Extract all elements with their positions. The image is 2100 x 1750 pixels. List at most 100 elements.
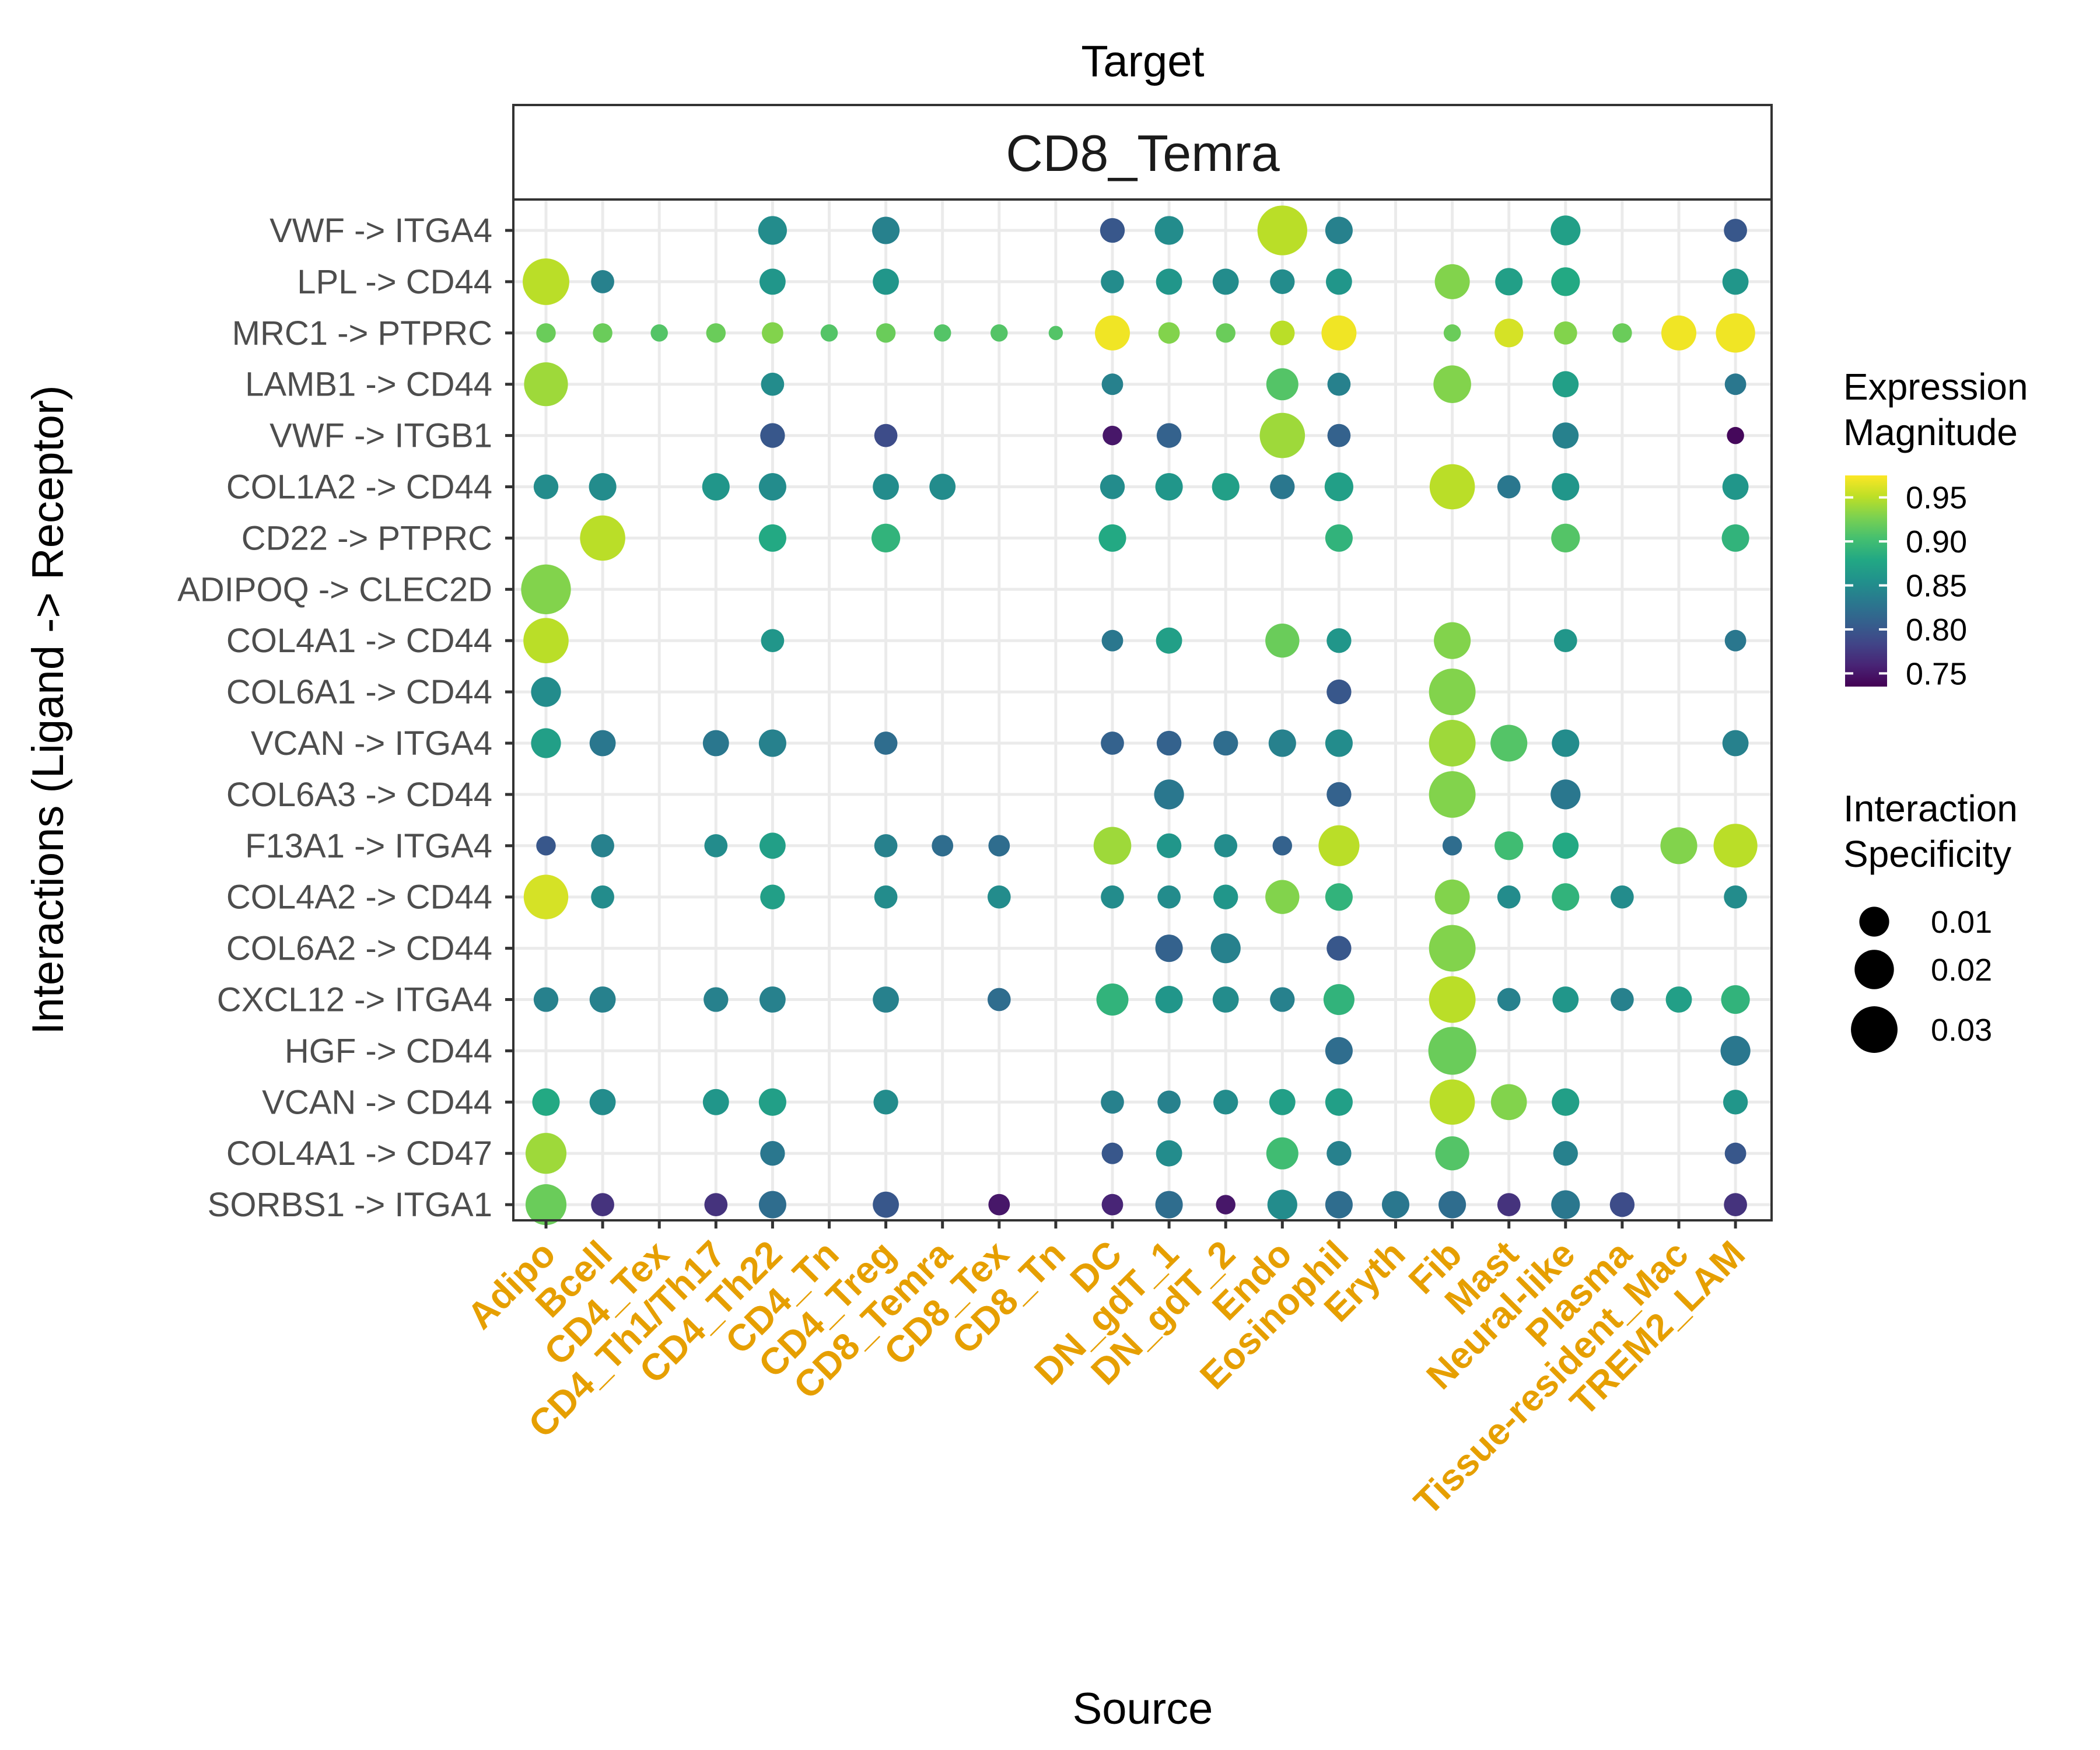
- data-point: [1318, 825, 1360, 866]
- data-point: [1326, 782, 1352, 807]
- data-point: [1213, 884, 1238, 909]
- data-point: [1213, 730, 1238, 756]
- data-point: [1259, 412, 1306, 459]
- data-point: [1269, 1088, 1296, 1115]
- data-point: [872, 216, 900, 244]
- data-point: [1552, 883, 1580, 911]
- data-point: [1156, 423, 1182, 448]
- data-point: [523, 618, 569, 663]
- data-point: [1102, 425, 1122, 446]
- data-point: [1433, 365, 1471, 403]
- data-point: [876, 323, 896, 343]
- data-point: [1550, 215, 1581, 246]
- data-point: [589, 986, 616, 1013]
- colorbar-tick-label: 0.75: [1906, 656, 1967, 691]
- size-legend: Interaction Specificity 0.01 0.02 0.03: [1843, 788, 2018, 1053]
- data-point: [1270, 320, 1295, 345]
- data-point: [589, 473, 617, 501]
- y-tick-label: LAMB1 -> CD44: [245, 366, 492, 404]
- data-point: [1490, 1084, 1527, 1121]
- data-point: [1428, 1027, 1476, 1075]
- data-point: [1609, 1192, 1635, 1217]
- data-point: [1101, 270, 1124, 293]
- data-point: [1268, 729, 1296, 757]
- data-point: [1156, 1140, 1182, 1167]
- data-point: [1438, 1191, 1466, 1219]
- data-point: [762, 322, 783, 344]
- data-point: [1611, 885, 1634, 909]
- size-legend-dot: [1859, 907, 1889, 937]
- data-point: [706, 323, 726, 343]
- facet-label: CD8_Temra: [1006, 124, 1280, 182]
- facet-strip: [512, 104, 1773, 201]
- data-point: [1552, 473, 1580, 501]
- data-point: [1724, 885, 1747, 909]
- data-point: [1098, 524, 1126, 552]
- data-point: [1720, 1035, 1751, 1066]
- data-point: [1434, 264, 1470, 299]
- data-point: [523, 258, 569, 305]
- y-tick-label: COL1A2 -> CD44: [226, 468, 492, 506]
- data-point: [1101, 373, 1124, 396]
- data-point: [932, 835, 954, 857]
- data-point: [1724, 373, 1746, 396]
- data-point: [1429, 668, 1476, 716]
- data-point: [761, 372, 785, 396]
- data-point: [1660, 827, 1698, 864]
- data-point: [1323, 984, 1354, 1016]
- data-point: [536, 323, 556, 343]
- data-point: [1100, 474, 1125, 499]
- data-point: [702, 730, 729, 757]
- data-point: [758, 1191, 786, 1219]
- data-point: [1495, 268, 1523, 296]
- data-point: [1429, 464, 1475, 510]
- grid-lines: [513, 200, 1772, 1220]
- data-point: [1156, 730, 1182, 756]
- data-point: [874, 732, 898, 755]
- data-point: [1210, 933, 1241, 964]
- data-point: [933, 324, 951, 342]
- data-point: [591, 1193, 614, 1216]
- data-point: [1212, 268, 1239, 295]
- data-point: [702, 1088, 729, 1115]
- data-point: [1212, 986, 1239, 1013]
- color-legend: Expression Magnitude 0.95 0.90 0.85 0.80 0.7…: [1843, 366, 2028, 691]
- data-point: [589, 1088, 616, 1115]
- data-point: [521, 564, 571, 614]
- data-point: [1327, 372, 1351, 396]
- data-point: [1213, 1090, 1238, 1115]
- data-point: [1724, 629, 1746, 652]
- colorbar-tick-label: 0.95: [1906, 481, 1967, 516]
- data-point: [987, 885, 1011, 909]
- data-point: [1551, 267, 1580, 296]
- data-point: [1716, 313, 1755, 353]
- plot-panel: [512, 198, 1773, 1222]
- y-tick-label: F13A1 -> ITGA4: [245, 827, 492, 865]
- data-point: [1096, 984, 1129, 1016]
- data-point: [758, 524, 786, 552]
- data-point: [760, 884, 785, 909]
- y-tick-label: HGF -> CD44: [285, 1032, 492, 1070]
- data-point: [1724, 1142, 1746, 1164]
- data-point: [1434, 879, 1470, 915]
- colorbar-tick-label: 0.90: [1906, 524, 1967, 559]
- data-point: [591, 270, 614, 293]
- data-point: [1434, 622, 1471, 659]
- data-point: [1157, 885, 1181, 909]
- data-point: [1326, 679, 1352, 705]
- data-point: [704, 834, 728, 858]
- y-tick-label: COL4A1 -> CD44: [226, 622, 492, 660]
- data-point: [1156, 833, 1182, 858]
- data-point: [1497, 475, 1521, 499]
- data-point: [1093, 827, 1132, 865]
- data-point: [1551, 1190, 1580, 1219]
- data-point: [1553, 321, 1577, 345]
- size-legend-label: 0.02: [1931, 953, 1992, 988]
- data-point: [758, 473, 786, 501]
- data-point: [873, 474, 899, 500]
- data-point: [929, 474, 956, 500]
- data-point: [1721, 524, 1749, 552]
- data-point: [1724, 219, 1747, 242]
- data-point: [1101, 629, 1124, 652]
